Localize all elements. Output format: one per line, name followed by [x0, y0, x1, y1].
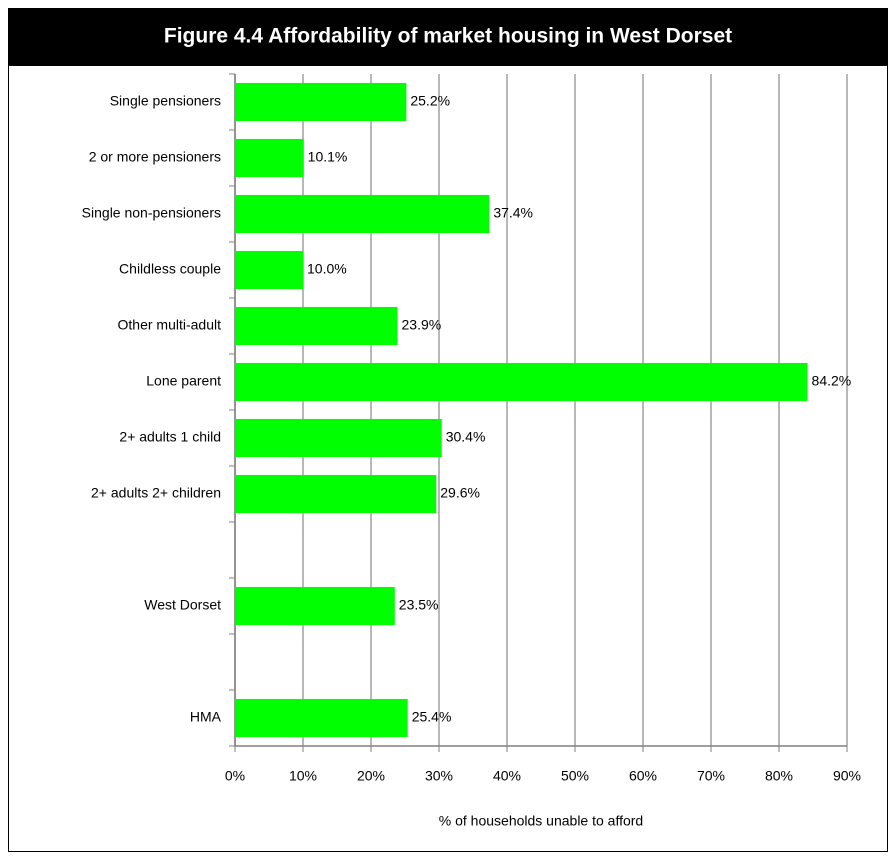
frame [8, 8, 888, 852]
x-tick-label: 60% [629, 768, 657, 784]
y-tick-label: Childless couple [119, 261, 221, 277]
y-tick-label: Single pensioners [110, 93, 221, 109]
value-label: 29.6% [440, 485, 480, 501]
bar [235, 250, 303, 290]
value-label: 25.2% [410, 93, 450, 109]
x-tick-label: 20% [357, 768, 385, 784]
x-tick-label: 70% [697, 768, 725, 784]
value-label: 10.1% [308, 149, 348, 165]
chart-title: Figure 4.4 Affordability of market housi… [164, 25, 732, 48]
bar [235, 362, 808, 402]
value-label: 25.4% [412, 709, 452, 725]
y-tick-label: HMA [190, 709, 222, 725]
bar [235, 418, 442, 458]
title-bar [8, 8, 888, 66]
x-tick-label: 10% [289, 768, 317, 784]
y-tick-label: Single non-pensioners [82, 205, 221, 221]
value-label: 30.4% [446, 429, 486, 445]
value-label: 23.9% [402, 317, 442, 333]
y-tick-label: Lone parent [146, 373, 221, 389]
y-tick-label: 2+ adults 1 child [119, 429, 221, 445]
bar [235, 698, 408, 738]
bar [235, 82, 407, 122]
bar [235, 306, 398, 346]
y-tick-label: 2+ adults 2+ children [91, 485, 221, 501]
x-tick-label: 40% [493, 768, 521, 784]
x-axis-label: % of households unable to afford [439, 813, 643, 829]
value-label: 37.4% [493, 205, 533, 221]
y-tick-label: 2 or more pensioners [89, 149, 221, 165]
x-tick-label: 50% [561, 768, 589, 784]
x-tick-label: 0% [225, 768, 245, 784]
bar [235, 586, 395, 626]
value-label: 10.0% [307, 261, 347, 277]
bar [235, 138, 304, 178]
y-tick-label: West Dorset [144, 597, 221, 613]
bar [235, 474, 437, 514]
bar [235, 194, 490, 234]
x-tick-label: 90% [833, 768, 861, 784]
x-tick-label: 30% [425, 768, 453, 784]
value-label: 23.5% [399, 597, 439, 613]
y-tick-label: Other multi-adult [118, 317, 222, 333]
x-tick-label: 80% [765, 768, 793, 784]
value-label: 84.2% [812, 373, 852, 389]
